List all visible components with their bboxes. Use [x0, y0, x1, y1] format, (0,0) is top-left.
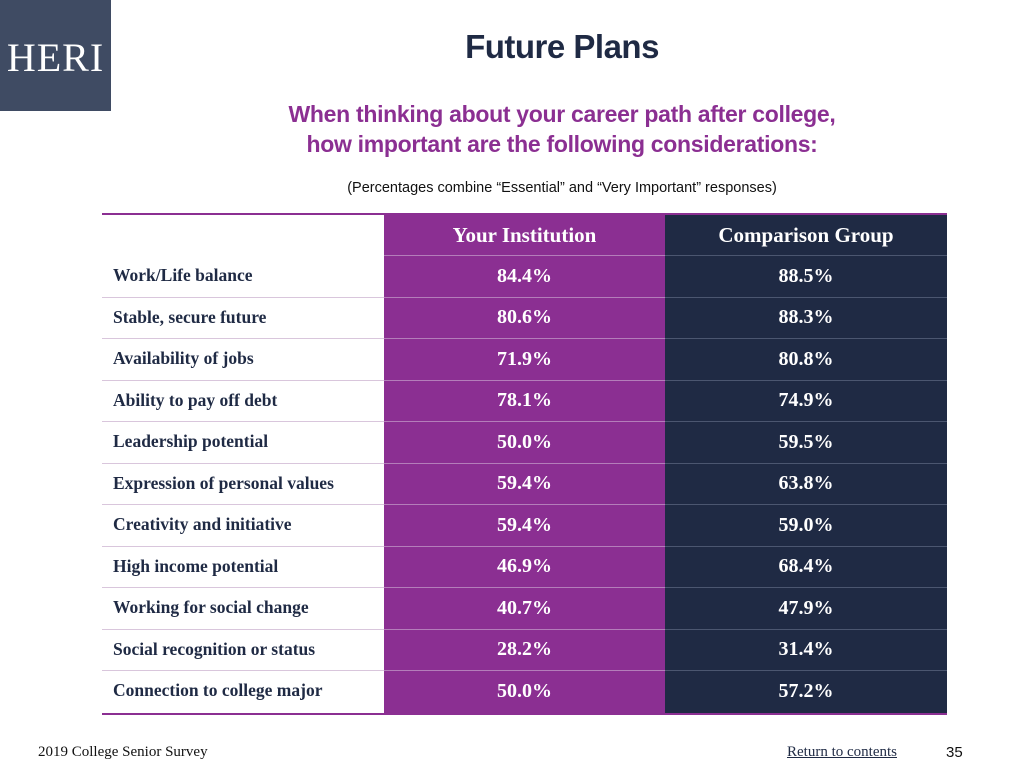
institution-value: 50.0%	[384, 671, 665, 713]
comparison-value: 80.8%	[665, 339, 947, 381]
row-label: Stable, secure future	[102, 298, 384, 339]
institution-value: 84.4%	[384, 256, 665, 298]
return-to-contents-link[interactable]: Return to contents	[787, 744, 897, 760]
table-row: High income potential 46.9% 68.4%	[102, 546, 947, 588]
institution-value: 78.1%	[384, 380, 665, 422]
row-label: Expression of personal values	[102, 464, 384, 505]
table-row: Creativity and initiative 59.4% 59.0%	[102, 505, 947, 547]
comparison-value: 47.9%	[665, 588, 947, 630]
page-title: Future Plans	[465, 28, 659, 65]
page-number: 35	[946, 744, 963, 761]
comparison-value: 57.2%	[665, 671, 947, 713]
comparison-value: 59.0%	[665, 505, 947, 547]
row-label: Creativity and initiative	[102, 505, 384, 547]
comparison-value: 88.5%	[665, 256, 947, 298]
institution-value: 50.0%	[384, 422, 665, 464]
table-row: Leadership potential 50.0% 59.5%	[102, 422, 947, 464]
row-label: Work/Life balance	[102, 256, 384, 298]
heri-logo: HERI	[0, 0, 111, 111]
institution-value: 40.7%	[384, 588, 665, 630]
row-label: High income potential	[102, 547, 384, 588]
institution-value: 71.9%	[384, 339, 665, 381]
table-row: Social recognition or status 28.2% 31.4%	[102, 629, 947, 671]
table-body: Work/Life balance 84.4% 88.5% Stable, secur…	[102, 256, 947, 713]
table-row: Connection to college major 50.0% 57.2%	[102, 671, 947, 713]
survey-name: 2019 College Senior Survey	[38, 744, 208, 760]
institution-value: 80.6%	[384, 297, 665, 339]
table-row: Stable, secure future 80.6% 88.3%	[102, 297, 947, 339]
subtitle: When thinking about your career path aft…	[200, 99, 924, 159]
comparison-value: 88.3%	[665, 297, 947, 339]
header-comparison-group: Comparison Group	[665, 215, 947, 256]
institution-value: 59.4%	[384, 463, 665, 505]
row-label: Working for social change	[102, 588, 384, 630]
percentage-note: (Percentages combine “Essential” and “Ve…	[347, 180, 777, 196]
row-label: Social recognition or status	[102, 630, 384, 671]
table-row: Availability of jobs 71.9% 80.8%	[102, 339, 947, 381]
comparison-value: 63.8%	[665, 463, 947, 505]
results-table: Your Institution Comparison Group Work/L…	[102, 213, 947, 715]
row-label: Ability to pay off debt	[102, 381, 384, 422]
comparison-value: 74.9%	[665, 380, 947, 422]
row-label: Availability of jobs	[102, 339, 384, 381]
header-label-cell	[102, 215, 384, 256]
subtitle-line-1: When thinking about your career path aft…	[288, 101, 836, 127]
comparison-value: 68.4%	[665, 546, 947, 588]
institution-value: 46.9%	[384, 546, 665, 588]
institution-value: 28.2%	[384, 629, 665, 671]
comparison-value: 59.5%	[665, 422, 947, 464]
table-row: Working for social change 40.7% 47.9%	[102, 588, 947, 630]
header-your-institution: Your Institution	[384, 215, 665, 256]
table-row: Ability to pay off debt 78.1% 74.9%	[102, 380, 947, 422]
comparison-value: 31.4%	[665, 629, 947, 671]
row-label: Leadership potential	[102, 422, 384, 464]
table-row: Work/Life balance 84.4% 88.5%	[102, 256, 947, 298]
table-header-row: Your Institution Comparison Group	[102, 215, 947, 256]
logo-text: HERI	[6, 35, 105, 80]
row-label: Connection to college major	[113, 680, 323, 700]
table-row: Expression of personal values 59.4% 63.8%	[102, 463, 947, 505]
institution-value: 59.4%	[384, 505, 665, 547]
subtitle-line-2: how important are the following consider…	[306, 131, 818, 157]
